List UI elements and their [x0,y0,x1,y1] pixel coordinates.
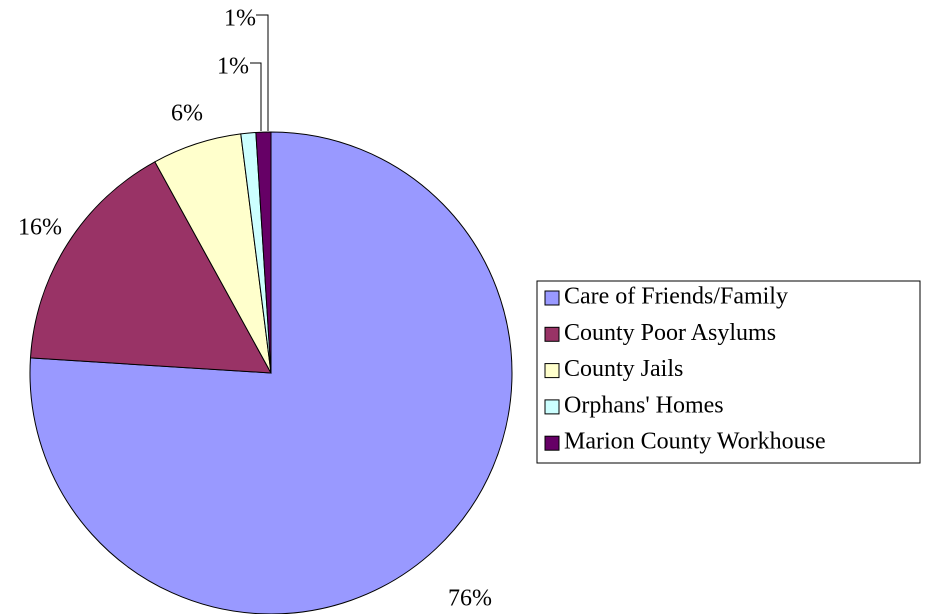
legend-swatch [544,290,560,306]
legend-label: County Poor Asylums [564,320,776,346]
data-label: 1% [217,54,249,80]
legend-label: Marion County Workhouse [564,429,826,455]
pie-slice [255,131,272,374]
legend-swatch [544,363,560,379]
data-label: 6% [171,101,203,127]
legend-label: County Jails [564,356,683,382]
data-label: 76% [448,586,492,612]
pie-slice [29,161,272,374]
legend-swatch [544,399,560,415]
data-label: 16% [18,215,62,241]
legend-swatch [544,435,560,451]
legend-label: Care of Friends/Family [564,284,788,310]
legend-swatch [544,326,560,342]
leader-line [256,14,269,131]
legend-box [536,280,921,464]
legend-label: Orphans' Homes [564,392,724,418]
leader-line [250,62,262,131]
pie-slice [29,131,513,614]
data-label: 1% [224,6,256,32]
